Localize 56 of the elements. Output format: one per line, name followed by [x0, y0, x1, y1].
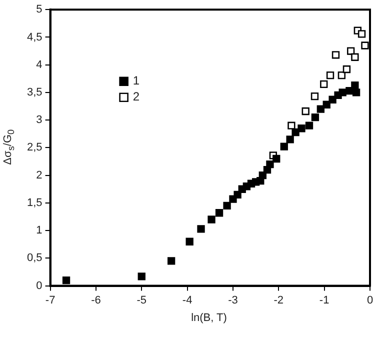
x-tick-label: -7 — [45, 294, 56, 306]
point — [358, 30, 366, 38]
point — [322, 100, 330, 108]
point — [338, 72, 346, 80]
y-tick-label: 0,5 — [26, 252, 42, 264]
point — [280, 142, 288, 150]
x-tick-label: -1 — [319, 294, 330, 306]
x-tick-label: -4 — [182, 294, 192, 306]
point — [351, 53, 359, 61]
point — [197, 225, 205, 233]
point — [272, 154, 280, 163]
point — [167, 257, 176, 265]
point — [361, 42, 369, 50]
point — [346, 47, 355, 55]
y-tick-label: 5 — [36, 4, 42, 16]
x-axis-title: ln(B, T) — [190, 312, 228, 324]
point — [305, 122, 314, 130]
point — [326, 72, 334, 80]
x-tick-label: -2 — [274, 294, 284, 306]
x-tick-label: -6 — [91, 294, 101, 306]
y-tick-label: 0 — [36, 280, 42, 292]
y-tick-label: 1 — [36, 224, 42, 237]
y-tick-label: 2,5 — [26, 142, 42, 154]
y-tick-label: 3,5 — [26, 86, 42, 98]
point — [186, 238, 194, 246]
point — [302, 107, 310, 116]
legend-label: 2 — [132, 90, 140, 104]
legend-label: 1 — [132, 74, 140, 88]
point — [292, 128, 300, 136]
point — [352, 88, 360, 96]
x-tick-label: -3 — [228, 294, 238, 306]
point — [351, 81, 359, 90]
y-tick-label: 4 — [36, 58, 42, 71]
point — [316, 105, 325, 113]
point — [288, 122, 296, 130]
point — [208, 216, 216, 224]
x-tick-label: -5 — [136, 294, 147, 306]
y-tick-label: 4,5 — [26, 31, 42, 44]
point — [138, 272, 146, 280]
point — [311, 113, 320, 122]
x-tick-label: 0 — [366, 294, 374, 306]
point — [286, 136, 294, 144]
point — [332, 51, 340, 59]
point — [320, 80, 328, 88]
y-tick-label: 3 — [36, 114, 42, 126]
point — [338, 88, 346, 96]
point — [223, 202, 231, 210]
point — [266, 160, 274, 168]
point — [234, 190, 242, 198]
y-tick-label: 2 — [36, 169, 42, 182]
point — [215, 209, 224, 217]
point — [62, 276, 70, 284]
point — [310, 92, 319, 100]
y-tick-label: 1,5 — [26, 196, 42, 209]
point — [342, 65, 351, 74]
point — [298, 124, 306, 132]
